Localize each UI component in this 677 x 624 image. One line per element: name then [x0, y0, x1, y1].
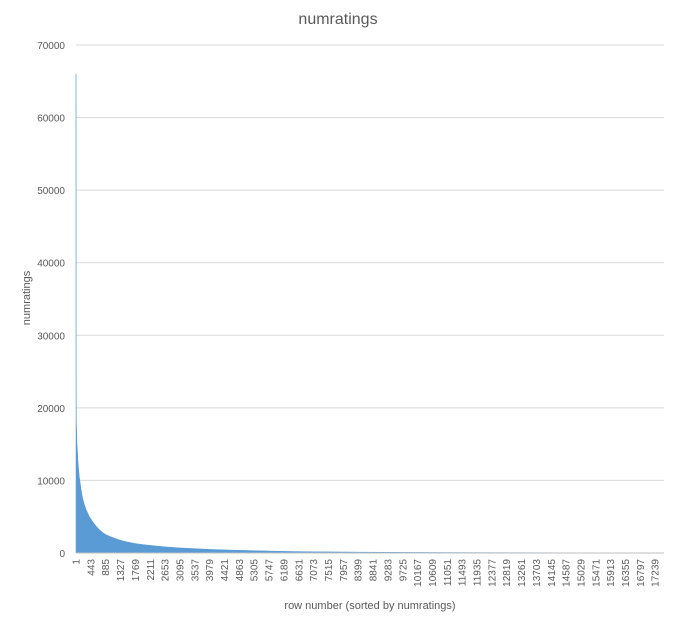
- x-tick-label: 11051: [443, 559, 454, 587]
- x-axis-title: row number (sorted by numratings): [284, 600, 455, 612]
- x-axis-ticks: 1 443 885 1327 1769 2211 2653 3095 3537 3979 4421 4…: [72, 559, 662, 587]
- y-tick-label: 20000: [37, 404, 65, 415]
- y-tick-label: 40000: [37, 259, 65, 270]
- x-tick-label: 885: [101, 559, 112, 576]
- x-tick-label: 3979: [205, 559, 216, 582]
- x-tick-label: 14145: [547, 559, 558, 587]
- chart-title: numratings: [298, 11, 377, 28]
- x-tick-label: 10609: [428, 559, 439, 587]
- y-tick-label: 10000: [37, 476, 65, 487]
- x-tick-label: 1327: [116, 559, 127, 582]
- x-tick-label: 4863: [235, 559, 246, 582]
- x-tick-label: 11935: [473, 559, 484, 587]
- x-tick-label: 3095: [175, 559, 186, 582]
- x-tick-label: 7073: [309, 559, 320, 582]
- x-tick-label: 1769: [131, 559, 142, 582]
- x-tick-label: 14587: [562, 559, 573, 587]
- x-tick-label: 16355: [621, 559, 632, 587]
- x-tick-label: 16797: [636, 559, 647, 587]
- x-tick-label: 5305: [250, 559, 261, 582]
- y-axis-title: numratings: [21, 270, 33, 325]
- x-tick-label: 12377: [487, 559, 498, 587]
- x-tick-label: 9283: [383, 559, 394, 582]
- x-tick-label: 13703: [532, 559, 543, 587]
- data-bars: [75, 74, 665, 554]
- x-tick-label: 11493: [458, 559, 469, 587]
- x-tick-label: 3537: [190, 559, 201, 582]
- x-tick-label: 4421: [220, 559, 231, 582]
- y-axis-ticks: 0 10000 20000 30000 40000 50000 60000 70000: [37, 41, 65, 560]
- x-tick-label: 13261: [517, 559, 528, 587]
- x-tick-label: 1: [72, 559, 83, 565]
- x-tick-label: 10167: [413, 559, 424, 587]
- x-tick-label: 15913: [606, 559, 617, 587]
- x-tick-label: 5747: [265, 559, 276, 582]
- x-tick-label: 2211: [146, 559, 157, 581]
- y-tick-label: 30000: [37, 331, 65, 342]
- y-tick-label: 0: [59, 549, 65, 560]
- x-tick-label: 15471: [591, 559, 602, 587]
- x-tick-label: 15029: [576, 559, 587, 587]
- gridlines: [76, 44, 664, 481]
- x-tick-label: 443: [86, 559, 97, 576]
- x-tick-label: 7515: [324, 559, 335, 582]
- x-tick-label: 6631: [294, 559, 305, 582]
- x-tick-label: 8841: [369, 559, 380, 582]
- x-tick-label: 17239: [651, 559, 662, 587]
- x-tick-label: 2653: [161, 559, 172, 582]
- y-tick-label: 60000: [37, 114, 65, 125]
- x-tick-label: 6189: [279, 559, 290, 582]
- x-tick-label: 9725: [398, 559, 409, 582]
- y-tick-label: 70000: [37, 41, 65, 52]
- y-tick-label: 50000: [37, 186, 65, 197]
- x-tick-label: 8399: [354, 559, 365, 582]
- x-tick-label: 12819: [502, 559, 513, 587]
- x-tick-label: 7957: [339, 559, 350, 582]
